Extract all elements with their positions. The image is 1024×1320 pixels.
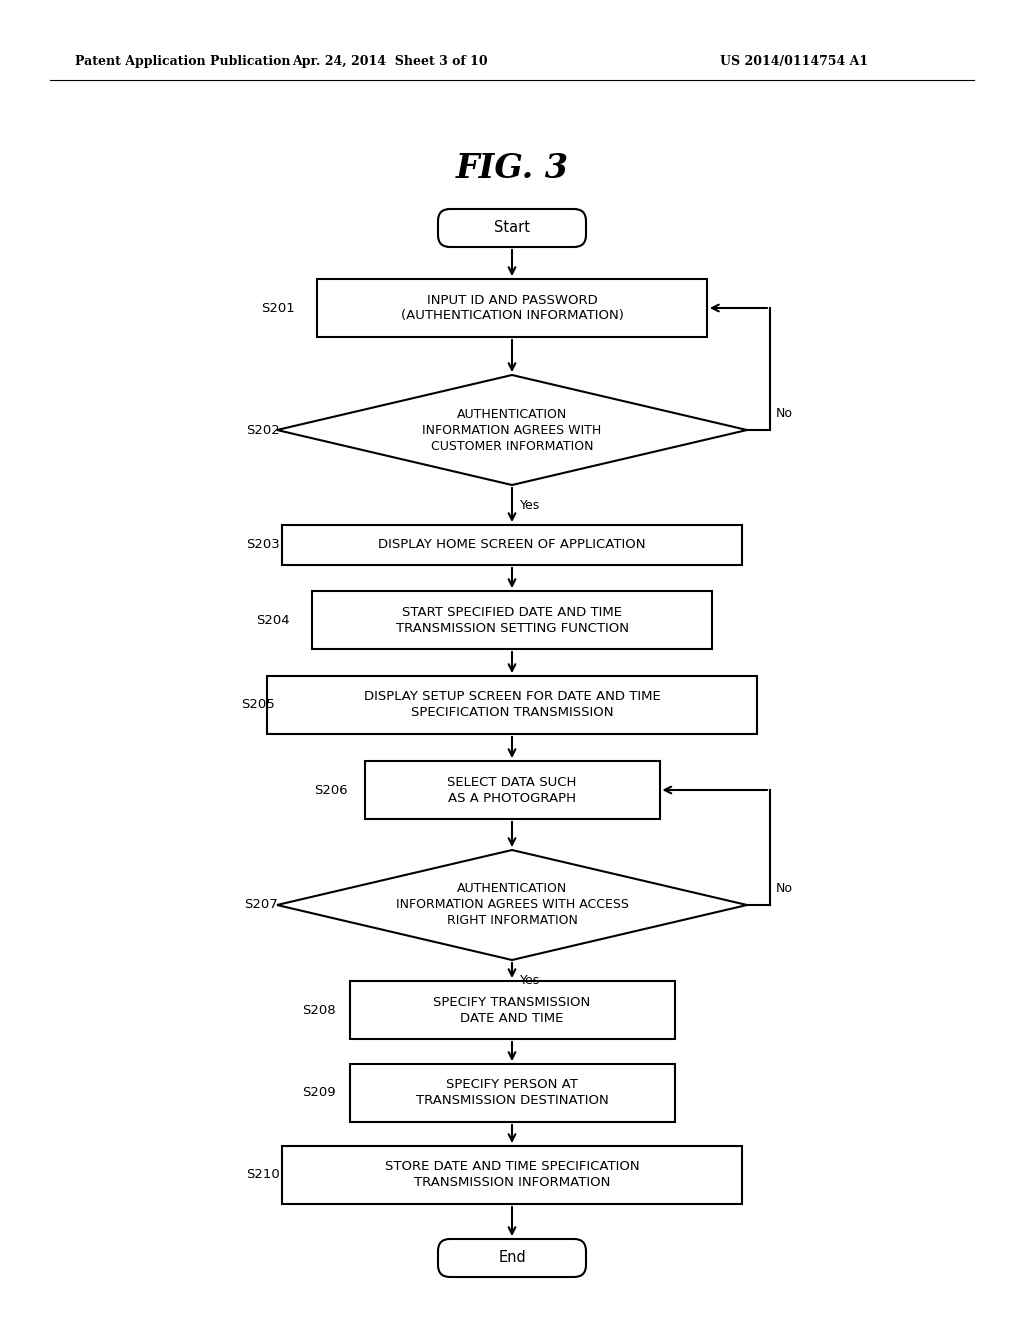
Bar [312,591,712,649]
Bar [349,1064,675,1122]
Text: Apr. 24, 2014  Sheet 3 of 10: Apr. 24, 2014 Sheet 3 of 10 [292,55,487,69]
Text: S202: S202 [246,424,280,437]
Bar [349,981,675,1039]
Polygon shape [278,375,746,484]
Text: S210: S210 [246,1168,280,1181]
Text: INPUT ID AND PASSWORD
(AUTHENTICATION INFORMATION): INPUT ID AND PASSWORD (AUTHENTICATION IN… [400,293,624,322]
Text: End: End [498,1250,526,1266]
Bar [317,279,707,337]
Text: Patent Application Publication: Patent Application Publication [75,55,291,69]
Text: Yes: Yes [520,499,541,512]
Text: AUTHENTICATION
INFORMATION AGREES WITH ACCESS
RIGHT INFORMATION: AUTHENTICATION INFORMATION AGREES WITH A… [395,883,629,928]
Text: S208: S208 [302,1003,336,1016]
Text: US 2014/0114754 A1: US 2014/0114754 A1 [720,55,868,69]
Text: No: No [776,407,793,420]
Bar [365,762,659,818]
Text: DISPLAY SETUP SCREEN FOR DATE AND TIME
SPECIFICATION TRANSMISSION: DISPLAY SETUP SCREEN FOR DATE AND TIME S… [364,690,660,719]
Text: SPECIFY PERSON AT
TRANSMISSION DESTINATION: SPECIFY PERSON AT TRANSMISSION DESTINATI… [416,1078,608,1107]
Text: DISPLAY HOME SCREEN OF APPLICATION: DISPLAY HOME SCREEN OF APPLICATION [378,539,646,552]
Text: S205: S205 [242,698,275,711]
Text: S209: S209 [302,1086,336,1100]
Text: Yes: Yes [520,974,541,987]
FancyBboxPatch shape [438,1239,586,1276]
Text: S203: S203 [246,539,280,552]
Text: AUTHENTICATION
INFORMATION AGREES WITH
CUSTOMER INFORMATION: AUTHENTICATION INFORMATION AGREES WITH C… [422,408,602,453]
Text: FIG. 3: FIG. 3 [456,152,568,185]
Text: SELECT DATA SUCH
AS A PHOTOGRAPH: SELECT DATA SUCH AS A PHOTOGRAPH [447,776,577,804]
Text: S201: S201 [261,301,295,314]
Text: Start: Start [494,220,530,235]
FancyBboxPatch shape [438,209,586,247]
Bar [282,525,742,565]
Text: SPECIFY TRANSMISSION
DATE AND TIME: SPECIFY TRANSMISSION DATE AND TIME [433,995,591,1024]
Text: S206: S206 [314,784,348,796]
Text: S207: S207 [245,899,278,912]
Text: S204: S204 [256,614,290,627]
Bar [282,1146,742,1204]
Text: START SPECIFIED DATE AND TIME
TRANSMISSION SETTING FUNCTION: START SPECIFIED DATE AND TIME TRANSMISSI… [395,606,629,635]
Polygon shape [278,850,746,960]
Text: STORE DATE AND TIME SPECIFICATION
TRANSMISSION INFORMATION: STORE DATE AND TIME SPECIFICATION TRANSM… [385,1160,639,1189]
Bar [267,676,757,734]
Text: No: No [776,882,793,895]
